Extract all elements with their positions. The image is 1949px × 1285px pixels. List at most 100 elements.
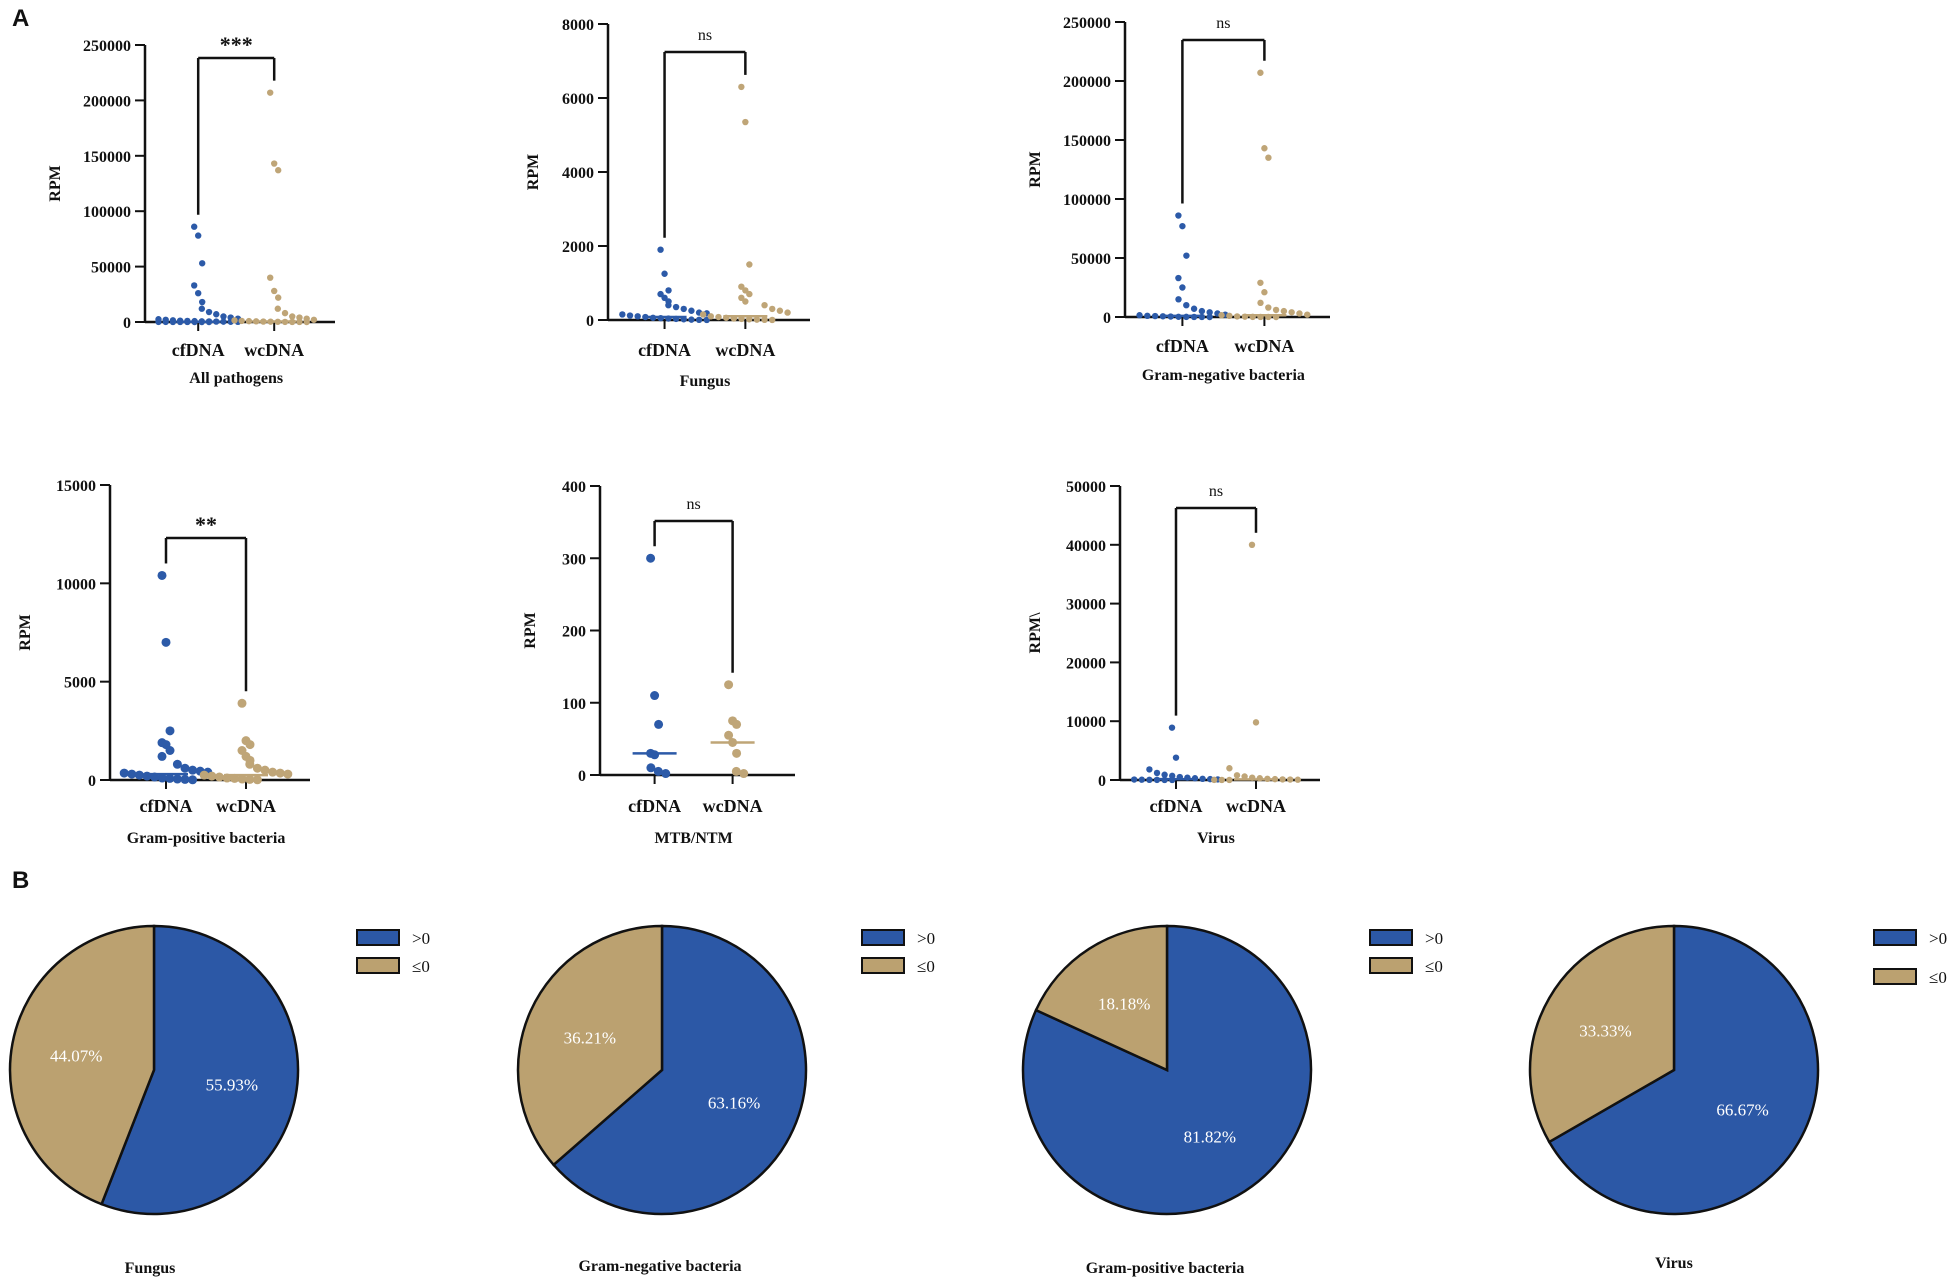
data-point — [654, 719, 664, 729]
data-point — [271, 160, 278, 167]
pie-percent-negative: 18.18% — [1098, 994, 1150, 1013]
legend-label: >0 — [412, 929, 430, 948]
legend-label: ≤0 — [1425, 957, 1443, 976]
chart-title: Fungus — [680, 373, 731, 390]
data-point — [157, 570, 167, 580]
data-point — [724, 680, 734, 690]
y-tick-label: 200000 — [1063, 74, 1111, 91]
data-point — [195, 232, 202, 239]
data-point — [165, 746, 175, 755]
pie-percent-negative: 36.21% — [564, 1028, 616, 1047]
significance-label: *** — [220, 32, 253, 57]
y-axis-label: RPM — [17, 614, 34, 650]
data-point — [191, 223, 198, 230]
data-point — [252, 775, 262, 785]
data-point — [680, 305, 687, 313]
data-point — [699, 311, 707, 318]
data-point — [784, 309, 791, 316]
y-axis-label: RPM — [1027, 151, 1044, 187]
y-tick-label: 8000 — [562, 17, 594, 34]
scatter-panel-3: 0 50000 100000 150000 200000 250000 cfDNA wcDNA… — [1027, 15, 1330, 384]
data-point — [1252, 719, 1260, 726]
data-point — [207, 771, 217, 781]
y-tick-label: 100 — [562, 696, 586, 713]
pie-percent-positive: 55.93% — [206, 1076, 258, 1095]
data-point — [172, 774, 182, 784]
y-axis-label: RPM — [47, 165, 64, 201]
data-point — [661, 270, 668, 277]
data-point — [275, 167, 282, 174]
category-label: cfDNA — [628, 796, 681, 816]
pie-slice-positive — [99, 924, 300, 1216]
data-point — [1296, 310, 1303, 317]
data-point — [199, 260, 206, 267]
pie-title: Gram-positive bacteria — [1086, 1260, 1245, 1277]
data-point — [237, 774, 247, 784]
data-point — [252, 763, 262, 773]
data-point — [1257, 69, 1264, 76]
y-tick-label: 40000 — [1066, 538, 1106, 555]
data-point — [1190, 305, 1198, 312]
data-point — [746, 261, 753, 268]
y-tick-label: 0 — [1103, 310, 1111, 327]
legend-swatch — [861, 957, 905, 974]
category-label: wcDNA — [244, 340, 304, 360]
data-point — [195, 289, 202, 297]
y-tick-label: 15000 — [56, 478, 96, 495]
legend-swatch — [356, 929, 400, 946]
data-point — [650, 750, 660, 760]
data-point — [188, 765, 198, 775]
y-tick-label: 300 — [562, 551, 586, 568]
legend-label: >0 — [1929, 929, 1947, 948]
pie-slice-positive — [551, 924, 808, 1216]
y-tick-label: 30000 — [1066, 597, 1106, 614]
data-point — [161, 637, 171, 647]
scatter-panel-6: 0 10000 20000 30000 40000 50000 cfDNA wcDNA ns RP… — [1027, 479, 1320, 847]
data-point — [707, 313, 715, 320]
y-tick-label: 400 — [562, 479, 586, 496]
data-point — [274, 305, 282, 312]
y-tick-label: 50000 — [1071, 251, 1111, 268]
data-point — [165, 726, 175, 736]
data-point — [231, 317, 238, 324]
y-tick-label: 200 — [562, 624, 586, 641]
data-point — [172, 759, 182, 769]
category-label: wcDNA — [1234, 336, 1294, 356]
data-point — [303, 318, 310, 326]
data-point — [1151, 312, 1159, 320]
data-point — [769, 316, 776, 324]
data-point — [1218, 312, 1225, 319]
data-point — [165, 773, 175, 783]
data-point — [634, 313, 641, 320]
y-tick-label: 0 — [1098, 773, 1106, 790]
data-point — [761, 316, 768, 324]
data-point — [213, 311, 220, 318]
pie-panel-3: 81.82% 18.18% >0 ≤0 Gram-positive bacteria — [1021, 924, 1443, 1277]
data-point — [626, 312, 634, 319]
data-point — [1226, 776, 1233, 784]
data-point — [738, 83, 745, 91]
data-point — [1288, 309, 1295, 316]
pie-panel-4: 66.67% 33.33% >0 ≤0 Virus — [1528, 924, 1947, 1272]
legend-label: ≤0 — [1929, 968, 1947, 987]
data-point — [761, 302, 768, 309]
data-point — [1261, 289, 1268, 296]
data-point — [1175, 212, 1182, 219]
y-tick-label: 0 — [586, 313, 594, 330]
data-point — [188, 775, 198, 785]
data-point — [245, 317, 253, 325]
panel-label-b: B — [12, 867, 29, 894]
y-axis-label: RPM\ — [1027, 612, 1044, 653]
legend-label: ≤0 — [917, 957, 935, 976]
legend-swatch — [861, 929, 905, 946]
pie-slice-negative — [516, 924, 664, 1167]
y-tick-label: 150000 — [1063, 133, 1111, 150]
data-point — [237, 698, 247, 708]
data-point — [731, 766, 741, 776]
data-point — [157, 751, 167, 761]
chart-title: MTB/NTM — [654, 830, 732, 847]
data-point — [1280, 307, 1288, 315]
y-tick-label: 0 — [88, 773, 96, 790]
chart-title: All pathogens — [189, 370, 283, 387]
